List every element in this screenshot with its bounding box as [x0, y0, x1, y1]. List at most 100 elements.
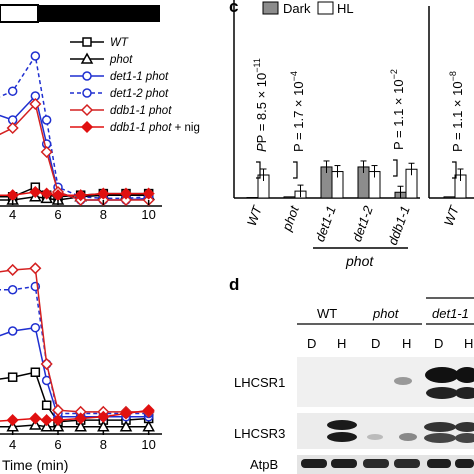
bars [246, 160, 418, 199]
data-point [80, 52, 94, 64]
dark-period-box [38, 5, 160, 22]
data-point [97, 410, 110, 423]
x-tick-label: 6 [54, 437, 61, 452]
band [331, 459, 357, 468]
legend-label: det1-2 phot [110, 88, 169, 100]
x-tick-labels: WT phot det1-1 det1-2 ddb1-1 [244, 203, 413, 247]
data-point [29, 412, 42, 425]
legend-entry-ddb1-1-phot: ddb1-1 phot [70, 103, 172, 117]
pvalue-text: P = 1.1 × 10−8 [448, 71, 465, 152]
data-point [29, 418, 42, 430]
data-point [6, 121, 19, 135]
bar-group-wt [246, 168, 270, 199]
series-det1-1-phot [0, 322, 154, 422]
band [424, 422, 456, 432]
data-point [74, 412, 87, 425]
pvalue-wt: PP = 8.5 × 10−11 [252, 58, 269, 179]
blot-lhcsr1 [297, 357, 474, 407]
legend-entry-wt: WT [70, 37, 129, 49]
row-label-lhcsr1: LHCSR1 [234, 375, 285, 390]
data-point [119, 407, 133, 420]
legend-entry-det1-1-phot: det1-1 phot [70, 71, 169, 83]
data-point [6, 263, 19, 277]
band [455, 422, 474, 432]
x-ticks: 4 6 8 10 [9, 430, 156, 452]
series-line [0, 267, 149, 413]
band [455, 459, 474, 468]
data-point [82, 88, 92, 98]
data-point [142, 404, 155, 417]
data-point [7, 372, 18, 382]
data-point [74, 189, 87, 202]
line-legend: WT phot det1-1 phot det1-2 phot ddb1-1 phot d… [70, 37, 200, 134]
data-point [30, 367, 41, 377]
bracket [393, 159, 398, 177]
band [367, 434, 383, 440]
group-label-det1: det1-1 [432, 306, 469, 321]
lane-label: H [337, 336, 346, 351]
pvalue-annotations: PP = 8.5 × 10−11 P = 1.7 × 10−4 P = 1.1 … [252, 58, 406, 179]
legend-label: ddb1-1 phot [110, 105, 172, 117]
legend-entry-ddb1-1-phot-nig: ddb1-1 phot + nig [70, 120, 200, 134]
legend-entry-det1-2-phot: det1-2 phot [70, 88, 169, 100]
light-period-box [0, 4, 39, 23]
legend-label: WT [110, 37, 129, 49]
pvalue-wt-right: P = 1.1 × 10−8 [448, 71, 465, 179]
light-regime-bar [0, 4, 160, 23]
x-tick-label: 10 [141, 207, 155, 222]
legend-entry-phot: phot [70, 52, 133, 66]
x-axis-label: Time (min) [2, 457, 68, 473]
series-group [0, 262, 155, 432]
legend-label-dark: Dark [283, 1, 311, 16]
data-point [29, 97, 42, 111]
lane-label: D [371, 336, 380, 351]
data-point [82, 71, 92, 81]
panel-label-d: d [229, 275, 239, 294]
band [327, 432, 357, 442]
bar-group-wt [443, 168, 467, 199]
x-tick-label: 8 [100, 437, 107, 452]
row-label-atpb: AtpB [250, 457, 278, 472]
panel-d: d WT phot det1-1 D H D H D H LHCSR1 LHCS… [229, 275, 474, 474]
panel-c-right-subplot: WT P = 1.1 × 10−8 [428, 6, 474, 228]
data-point [80, 120, 94, 134]
data-point [29, 262, 42, 275]
band [455, 367, 474, 383]
bracket [293, 161, 298, 179]
x-tick-label: 4 [9, 207, 16, 222]
x-tick-label: 10 [141, 437, 155, 452]
band [425, 367, 459, 383]
bar-group-phot [283, 184, 307, 199]
series-line [0, 326, 149, 418]
legend-label: ddb1-1 phot + nig [110, 122, 200, 134]
x-tick-label: 4 [9, 437, 16, 452]
series-ddb1-1-phot-nig [0, 404, 155, 427]
data-point [6, 414, 19, 427]
data-point [40, 145, 53, 159]
lane-label: D [434, 336, 443, 351]
band [399, 433, 417, 441]
band [455, 387, 474, 399]
x-tick-label: phot [279, 203, 303, 234]
blot-atpb [297, 455, 474, 474]
data-point [29, 185, 42, 199]
plot-bottom-left: 4 6 8 10 Time (min) [0, 262, 162, 473]
bar-group-det1-1 [320, 160, 344, 199]
x-tick-label: 8 [100, 207, 107, 222]
data-point [7, 326, 18, 336]
x-tick-label: WT [244, 203, 265, 228]
data-point [30, 51, 41, 61]
lane-label: H [402, 336, 411, 351]
data-point [7, 285, 18, 295]
row-label-lhcsr3: LHCSR3 [234, 426, 285, 441]
data-point [82, 37, 92, 47]
data-point [97, 187, 110, 200]
x-tick-label: det1-1 [312, 204, 339, 244]
data-point [30, 322, 41, 333]
x-tick-label: det1-2 [349, 203, 376, 243]
series-ddb1-1-phot [0, 262, 155, 418]
bar-group-det1-2 [357, 160, 381, 199]
data-point [119, 193, 133, 207]
blot-lhcsr3 [297, 413, 474, 449]
